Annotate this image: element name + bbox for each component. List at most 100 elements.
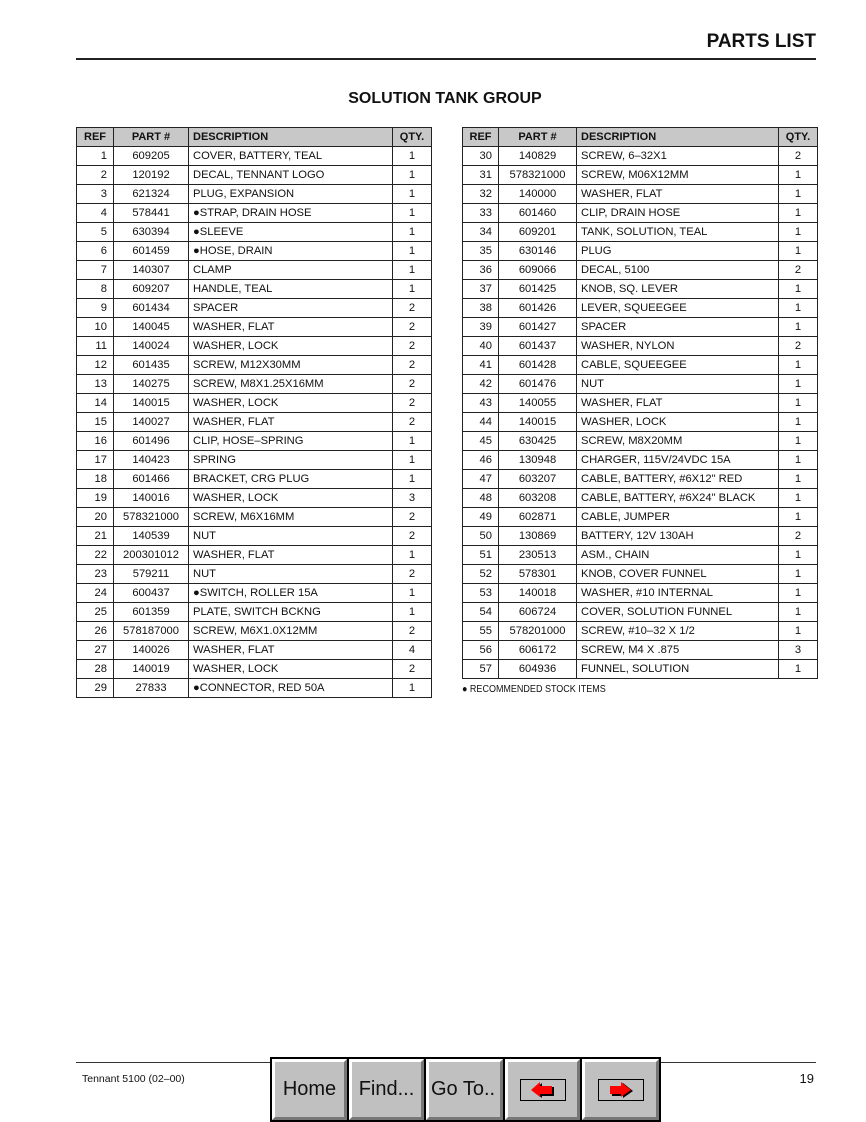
table-row: 48 603208 CABLE, BATTERY, #6X24" BLACK 1 xyxy=(462,488,818,508)
table-row: 22 200301012 WASHER, FLAT 1 xyxy=(76,545,432,565)
ref-cell: 13 xyxy=(76,374,114,394)
table-row: 35 630146 PLUG 1 xyxy=(462,241,818,261)
table-row: 11 140024 WASHER, LOCK 2 xyxy=(76,336,432,356)
next-page-button[interactable] xyxy=(582,1059,659,1120)
qty-cell: 1 xyxy=(778,507,818,527)
description-cell: WASHER, LOCK xyxy=(188,488,393,508)
ref-cell: 30 xyxy=(462,146,499,166)
part-number-cell: 606172 xyxy=(498,640,577,660)
description-cell: COVER, BATTERY, TEAL xyxy=(188,146,393,166)
description-cell: WASHER, NYLON xyxy=(576,336,779,356)
qty-cell: 2 xyxy=(392,564,432,584)
table-row: 56 606172 SCREW, M4 X .875 3 xyxy=(462,640,818,660)
part-number-cell: 140015 xyxy=(498,412,577,432)
table-row: 52 578301 KNOB, COVER FUNNEL 1 xyxy=(462,564,818,584)
col-part: PART # xyxy=(498,127,577,147)
description-cell: ●SWITCH, ROLLER 15A xyxy=(188,583,393,603)
qty-cell: 2 xyxy=(392,393,432,413)
ref-cell: 22 xyxy=(76,545,114,565)
navigation-bar: Home Find... Go To.. xyxy=(270,1057,661,1122)
part-number-cell: 120192 xyxy=(113,165,189,185)
ref-cell: 45 xyxy=(462,431,499,451)
description-cell: SCREW, M6X1.0X12MM xyxy=(188,621,393,641)
description-cell: NUT xyxy=(188,526,393,546)
description-cell: SCREW, M6X16MM xyxy=(188,507,393,527)
part-number-cell: 140307 xyxy=(113,260,189,280)
qty-cell: 1 xyxy=(392,602,432,622)
home-button[interactable]: Home xyxy=(272,1059,347,1120)
ref-cell: 28 xyxy=(76,659,114,679)
ref-cell: 44 xyxy=(462,412,499,432)
table-row: 16 601496 CLIP, HOSE–SPRING 1 xyxy=(76,431,432,451)
part-number-cell: 621324 xyxy=(113,184,189,204)
qty-cell: 1 xyxy=(778,279,818,299)
ref-cell: 2 xyxy=(76,165,114,185)
qty-cell: 1 xyxy=(392,431,432,451)
table-row: 6 601459 ●HOSE, DRAIN 1 xyxy=(76,241,432,261)
description-cell: KNOB, SQ. LEVER xyxy=(576,279,779,299)
part-number-cell: 140024 xyxy=(113,336,189,356)
part-number-cell: 601434 xyxy=(113,298,189,318)
qty-cell: 1 xyxy=(392,165,432,185)
table-row: 1 609205 COVER, BATTERY, TEAL 1 xyxy=(76,146,432,166)
description-cell: PLATE, SWITCH BCKNG xyxy=(188,602,393,622)
description-cell: CLIP, DRAIN HOSE xyxy=(576,203,779,223)
goto-button[interactable]: Go To.. xyxy=(426,1059,503,1120)
qty-cell: 1 xyxy=(778,621,818,641)
table-row: 50 130869 BATTERY, 12V 130AH 2 xyxy=(462,526,818,546)
description-cell: TANK, SOLUTION, TEAL xyxy=(576,222,779,242)
arrow-right-icon xyxy=(609,1081,633,1098)
description-cell: WASHER, FLAT xyxy=(576,393,779,413)
part-number-cell: 140027 xyxy=(113,412,189,432)
ref-cell: 20 xyxy=(76,507,114,527)
ref-cell: 39 xyxy=(462,317,499,337)
table-row: 26 578187000 SCREW, M6X1.0X12MM 2 xyxy=(76,621,432,641)
ref-cell: 49 xyxy=(462,507,499,527)
description-cell: KNOB, COVER FUNNEL xyxy=(576,564,779,584)
part-number-cell: 601435 xyxy=(113,355,189,375)
description-cell: WASHER, FLAT xyxy=(188,412,393,432)
table-row: 29 27833 ●CONNECTOR, RED 50A 1 xyxy=(76,678,432,698)
table-row: 51 230513 ASM., CHAIN 1 xyxy=(462,545,818,565)
description-cell: CABLE, BATTERY, #6X24" BLACK xyxy=(576,488,779,508)
description-cell: WASHER, FLAT xyxy=(576,184,779,204)
table-row: 13 140275 SCREW, M8X1.25X16MM 2 xyxy=(76,374,432,394)
table-row: 20 578321000 SCREW, M6X16MM 2 xyxy=(76,507,432,527)
description-cell: WASHER, LOCK xyxy=(188,393,393,413)
qty-cell: 1 xyxy=(392,241,432,261)
previous-page-button[interactable] xyxy=(505,1059,580,1120)
description-cell: BATTERY, 12V 130AH xyxy=(576,526,779,546)
ref-cell: 31 xyxy=(462,165,499,185)
arrow-frame xyxy=(519,1078,566,1101)
table-row: 38 601426 LEVER, SQUEEGEE 1 xyxy=(462,298,818,318)
description-cell: DECAL, 5100 xyxy=(576,260,779,280)
table-row: 43 140055 WASHER, FLAT 1 xyxy=(462,393,818,413)
part-number-cell: 601459 xyxy=(113,241,189,261)
part-number-cell: 140015 xyxy=(113,393,189,413)
table-row: 25 601359 PLATE, SWITCH BCKNG 1 xyxy=(76,602,432,622)
description-cell: ●STRAP, DRAIN HOSE xyxy=(188,203,393,223)
qty-cell: 1 xyxy=(392,583,432,603)
qty-cell: 1 xyxy=(392,203,432,223)
part-number-cell: 602871 xyxy=(498,507,577,527)
part-number-cell: 140423 xyxy=(113,450,189,470)
ref-cell: 43 xyxy=(462,393,499,413)
table-row: 5 630394 ●SLEEVE 1 xyxy=(76,222,432,242)
ref-cell: 3 xyxy=(76,184,114,204)
ref-cell: 41 xyxy=(462,355,499,375)
description-cell: BRACKET, CRG PLUG xyxy=(188,469,393,489)
part-number-cell: 578321000 xyxy=(498,165,577,185)
description-cell: SCREW, M12X30MM xyxy=(188,355,393,375)
table-row: 27 140026 WASHER, FLAT 4 xyxy=(76,640,432,660)
table-row: 41 601428 CABLE, SQUEEGEE 1 xyxy=(462,355,818,375)
ref-cell: 29 xyxy=(76,678,114,698)
col-part: PART # xyxy=(113,127,189,147)
description-cell: WASHER, LOCK xyxy=(188,659,393,679)
description-cell: SPACER xyxy=(188,298,393,318)
part-number-cell: 578441 xyxy=(113,203,189,223)
find-button[interactable]: Find... xyxy=(349,1059,424,1120)
description-cell: COVER, SOLUTION FUNNEL xyxy=(576,602,779,622)
ref-cell: 5 xyxy=(76,222,114,242)
ref-cell: 57 xyxy=(462,659,499,679)
part-number-cell: 601496 xyxy=(113,431,189,451)
